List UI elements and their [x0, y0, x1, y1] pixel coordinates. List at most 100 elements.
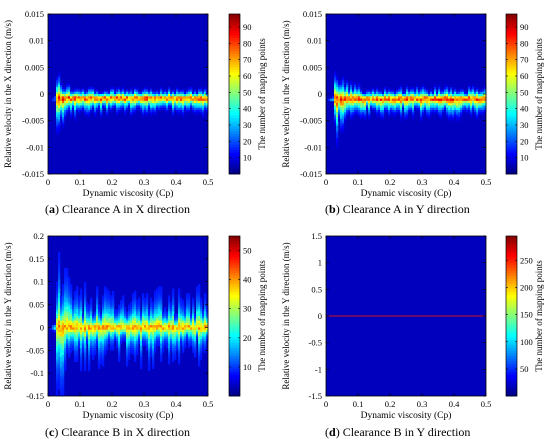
plot-frame [47, 235, 209, 397]
x-tick-label: 0.2 [107, 177, 118, 187]
y-tick-label: -0.1 [31, 368, 44, 378]
chart-panel-b: 0 0.1 0.2 0.3 0.4 0.5 0.015 0.01 0.005 0 -0.005 -0.… [281, 9, 544, 216]
y-tick-label: 0.15 [29, 254, 44, 264]
colorbar-tick-label: 90 [520, 22, 529, 32]
colorbar-tick-label: 150 [520, 310, 533, 320]
colorbar-tick-label: 40 [243, 275, 252, 285]
caption-text: Clearance B in X direction [61, 425, 190, 439]
colorbar-tick-label: 20 [520, 136, 529, 146]
caption-letter: b [329, 202, 336, 216]
y-tick-label: 0.05 [29, 300, 44, 310]
y-tick-label: 0 [40, 89, 44, 99]
y-tick-label: 1 [318, 258, 322, 268]
x-tick-label: 0.4 [449, 177, 460, 187]
colorbar-tick-label: 80 [520, 38, 529, 48]
panel-caption: (c) Clearance B in X direction [45, 425, 190, 439]
caption-letter: d [329, 425, 336, 439]
y-tick-label: -0.5 [309, 338, 322, 348]
x-tick-label: 0.5 [481, 399, 492, 409]
colorbar-label: The number of mapping points [534, 260, 544, 372]
panel-caption: (a) Clearance A in X direction [45, 202, 190, 216]
heatmap-cells [50, 252, 209, 397]
y-tick-label: -0.005 [22, 116, 44, 126]
colorbar-tick-label: 10 [520, 153, 529, 163]
colorbar-tick-label: 30 [243, 304, 252, 314]
x-tick-label: 0.5 [203, 177, 214, 187]
x-tick-label: 0.1 [353, 399, 364, 409]
panel-caption: (d) Clearance B in Y direction [325, 425, 470, 439]
colorbar-tick-label: 200 [520, 283, 533, 293]
colorbar-tick-label: 50 [520, 364, 529, 374]
colorbar-tick-label: 90 [243, 22, 252, 32]
y-axis-label: Relative velocity in the Y direction (m/… [281, 20, 291, 167]
y-tick-label: 0.1 [33, 277, 44, 287]
colorbar-tick-label: 10 [243, 153, 252, 163]
x-tick-label: 0.1 [75, 177, 86, 187]
colorbar-tick-label: 70 [243, 55, 252, 65]
colorbar-tick-label: 60 [520, 71, 529, 81]
colorbar: 50 100 150 200 250 The number of mapping poin… [505, 235, 544, 397]
colorbar-frame [228, 13, 241, 175]
colorbar-tick-label: 20 [243, 333, 252, 343]
x-axis-label: Dynamic viscosity (Cp) [83, 188, 174, 199]
caption-text: Clearance A in X direction [62, 202, 190, 216]
y-tick-label: 0.005 [303, 62, 322, 72]
colorbar-tick-label: 40 [520, 104, 529, 114]
colorbar-tick-label: 70 [520, 55, 529, 65]
x-axis-label: Dynamic viscosity (Cp) [361, 188, 452, 199]
y-tick-label: 0.01 [29, 36, 44, 46]
chart-panel-d: 0 0.1 0.2 0.3 0.4 0.5 1.5 1 0.5 0 -0.5 -1 -1.5 Dynami… [281, 231, 544, 439]
colorbar-label: The number of mapping points [257, 38, 267, 150]
y-tick-label: -0.01 [304, 142, 322, 152]
x-tick-label: 0.4 [449, 399, 460, 409]
colorbar: 10 20 30 40 50 60 70 80 90 The number of mapping … [228, 13, 267, 175]
colorbar-frame [228, 235, 241, 397]
y-tick-label: 0.005 [25, 62, 44, 72]
y-tick-label: -0.01 [26, 142, 44, 152]
x-tick-label: 0.3 [139, 399, 150, 409]
colorbar-tick-label: 80 [243, 38, 252, 48]
colorbar-tick-label: 60 [243, 71, 252, 81]
y-tick-label: -1 [315, 364, 322, 374]
chart-panel-c: 0 0.1 0.2 0.3 0.4 0.5 0.2 0.15 0.1 0.05 0 -0.05 -0.1… [3, 231, 267, 439]
x-axis-label: Dynamic viscosity (Cp) [83, 410, 174, 421]
y-tick-label: 0.01 [307, 36, 322, 46]
x-tick-label: 0.4 [171, 177, 182, 187]
colorbar-frame [505, 13, 518, 175]
heatmap-cells [50, 71, 209, 136]
y-tick-label: 0 [318, 311, 322, 321]
y-tick-label: -0.05 [26, 345, 44, 355]
x-tick-label: 0.3 [417, 177, 428, 187]
x-tick-label: 0 [324, 177, 328, 187]
colorbar-tick-label: 30 [243, 120, 252, 130]
x-tick-label: 0.4 [171, 399, 182, 409]
y-tick-label: -0.005 [300, 116, 322, 126]
y-tick-label: -0.015 [300, 169, 322, 179]
y-tick-label: 0.015 [25, 9, 44, 19]
colorbar-label: The number of mapping points [257, 260, 267, 372]
colorbar-tick-label: 10 [243, 362, 252, 372]
colorbar-tick-label: 100 [520, 337, 533, 347]
colorbar-frame [505, 235, 518, 397]
colorbar-tick-label: 250 [520, 255, 533, 265]
y-axis-label: Relative velocity in the X direction (m/… [3, 20, 13, 168]
colorbar-tick-label: 50 [243, 87, 252, 97]
x-tick-label: 0.3 [417, 399, 428, 409]
colorbar: 10 20 30 40 50 The number of mapping points [228, 235, 267, 397]
y-tick-label: -0.15 [26, 391, 44, 401]
y-tick-label: 0.2 [33, 231, 44, 241]
caption-letter: a [49, 202, 55, 216]
x-tick-label: 0 [46, 177, 50, 187]
y-tick-label: 0 [40, 322, 44, 332]
x-tick-label: 0.2 [385, 177, 396, 187]
x-tick-label: 0.2 [385, 399, 396, 409]
colorbar-tick-label: 30 [520, 120, 529, 130]
y-tick-label: 0.5 [311, 284, 322, 294]
x-tick-label: 0.1 [353, 177, 364, 187]
colorbar: 10 20 30 40 50 60 70 80 90 The number of mapping … [505, 13, 544, 175]
colorbar-tick-label: 50 [243, 246, 252, 256]
y-tick-label: -0.015 [22, 169, 44, 179]
x-tick-label: 0.5 [481, 177, 492, 187]
x-tick-label: 0.3 [139, 177, 150, 187]
caption-text: Clearance A in Y direction [343, 202, 470, 216]
